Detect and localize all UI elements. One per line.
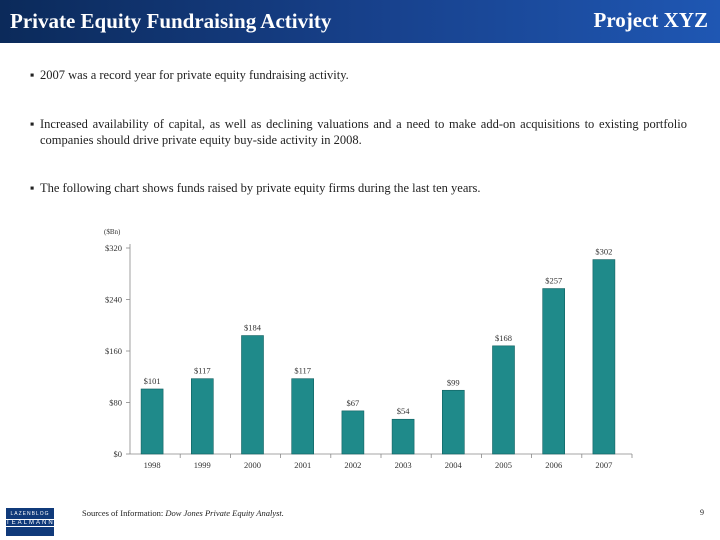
x-tick-label: 2000 xyxy=(244,460,261,470)
logo-text-bottom: TEALMANN xyxy=(6,519,55,527)
source-publication: Dow Jones Private Equity Analyst. xyxy=(165,508,284,518)
bar-value-label: $117 xyxy=(294,366,311,376)
bar-value-label: $168 xyxy=(495,333,512,343)
bar xyxy=(492,345,515,455)
bar xyxy=(341,410,365,455)
bar-value-label: $67 xyxy=(347,398,360,408)
bar-value-label: $99 xyxy=(447,377,460,387)
bar xyxy=(241,335,264,455)
bar-value-label: $257 xyxy=(545,276,562,286)
source-note: Sources of Information: Dow Jones Privat… xyxy=(82,508,284,518)
x-tick-label: 1998 xyxy=(144,460,161,470)
y-tick-label: $160 xyxy=(105,346,122,356)
bar xyxy=(140,388,164,455)
y-tick-label: $80 xyxy=(109,398,122,408)
bullet-text: 2007 was a record year for private equit… xyxy=(40,68,349,82)
y-tick-label: $0 xyxy=(114,449,123,459)
bullet-item: ▪ 2007 was a record year for private equ… xyxy=(30,67,687,83)
slide-header: Private Equity Fundraising Activity Proj… xyxy=(0,0,720,43)
x-tick-label: 2005 xyxy=(495,460,512,470)
x-tick-label: 2006 xyxy=(545,460,562,470)
y-tick-label: $320 xyxy=(105,243,122,253)
bar-value-label: $117 xyxy=(194,366,211,376)
y-tick-label: $240 xyxy=(105,295,122,305)
bullet-text: The following chart shows funds raised b… xyxy=(40,181,481,195)
bullet-icon: ▪ xyxy=(30,117,35,131)
source-prefix: Sources of Information: xyxy=(82,508,166,518)
bar xyxy=(191,378,214,455)
company-logo: LAZENBLOG TEALMANN xyxy=(6,508,54,536)
x-tick-label: 2001 xyxy=(294,460,311,470)
unit-label: ($Bn) xyxy=(104,228,121,236)
bar xyxy=(291,378,314,455)
bar-value-label: $101 xyxy=(144,376,161,386)
x-tick-label: 2002 xyxy=(344,460,361,470)
bar-value-label: $184 xyxy=(244,323,262,333)
x-tick-label: 2004 xyxy=(445,460,463,470)
bar-value-label: $302 xyxy=(595,247,612,257)
x-tick-label: 1999 xyxy=(194,460,211,470)
x-tick-label: 2003 xyxy=(395,460,412,470)
fundraising-bar-chart: ($Bn) $0 $80 $160 $240 $320 $101 1998 $117 1999 $1… xyxy=(104,228,633,470)
logo-text-top: LAZENBLOG xyxy=(10,511,50,517)
slide-title: Private Equity Fundraising Activity xyxy=(10,9,332,33)
bar xyxy=(391,418,415,455)
bullet-text: Increased availability of capital, as we… xyxy=(40,117,687,147)
project-name: Project XYZ xyxy=(593,8,709,32)
bar xyxy=(441,389,465,455)
x-tick-label: 2007 xyxy=(595,460,612,470)
page-number: 9 xyxy=(700,508,704,517)
bar xyxy=(592,259,616,455)
bar-value-label: $54 xyxy=(397,406,411,416)
bar xyxy=(542,288,566,455)
bullet-item: ▪ Increased availability of capital, as … xyxy=(30,116,687,148)
bullet-icon: ▪ xyxy=(30,181,35,195)
bullet-icon: ▪ xyxy=(30,68,35,82)
bullet-item: ▪ The following chart shows funds raised… xyxy=(30,180,687,196)
